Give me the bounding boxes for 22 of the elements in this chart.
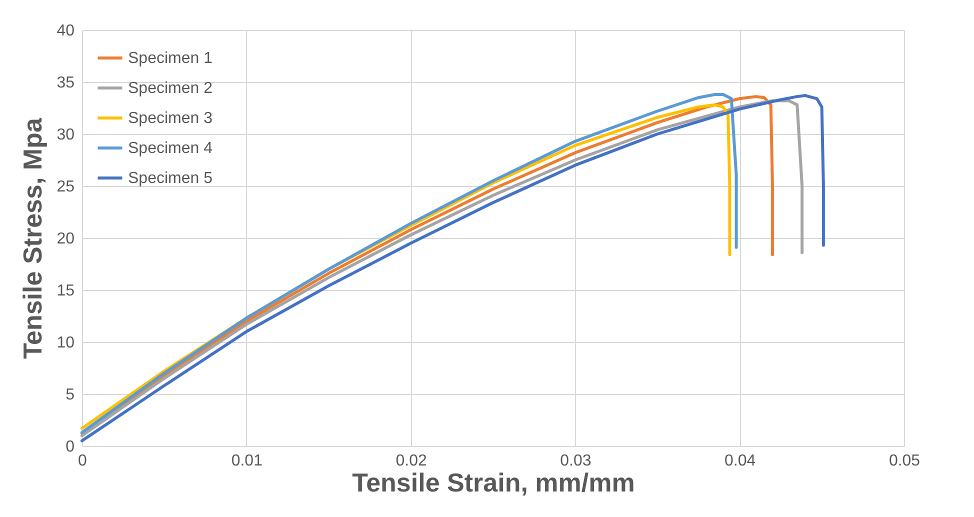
x-tick-label: 0 (78, 452, 88, 470)
legend-label: Specimen 1 (128, 50, 213, 67)
y-tick-label: 0 (66, 438, 75, 456)
legend-label: Specimen 4 (128, 140, 213, 157)
y-tick-label: 40 (56, 22, 75, 40)
x-tick-label: 0.05 (888, 452, 920, 470)
y-tick-label: 15 (56, 282, 75, 300)
y-axis-title: Tensile Stress, Mpa (18, 118, 48, 359)
y-tick-label: 30 (56, 126, 75, 144)
y-tick-label: 10 (56, 334, 75, 352)
legend-label: Specimen 2 (128, 80, 213, 97)
x-tick-label: 0.04 (724, 452, 756, 470)
y-tick-label: 25 (56, 178, 75, 196)
x-axis-title: Tensile Strain, mm/mm (352, 468, 635, 498)
y-tick-label: 20 (56, 230, 75, 248)
legend-label: Specimen 3 (128, 110, 213, 127)
y-tick-label: 35 (56, 74, 75, 92)
x-tick-label: 0.02 (396, 452, 427, 470)
legend-label: Specimen 5 (128, 170, 213, 187)
y-tick-label: 5 (66, 386, 75, 404)
x-tick-label: 0.01 (231, 452, 263, 470)
x-tick-label: 0.03 (560, 452, 592, 470)
